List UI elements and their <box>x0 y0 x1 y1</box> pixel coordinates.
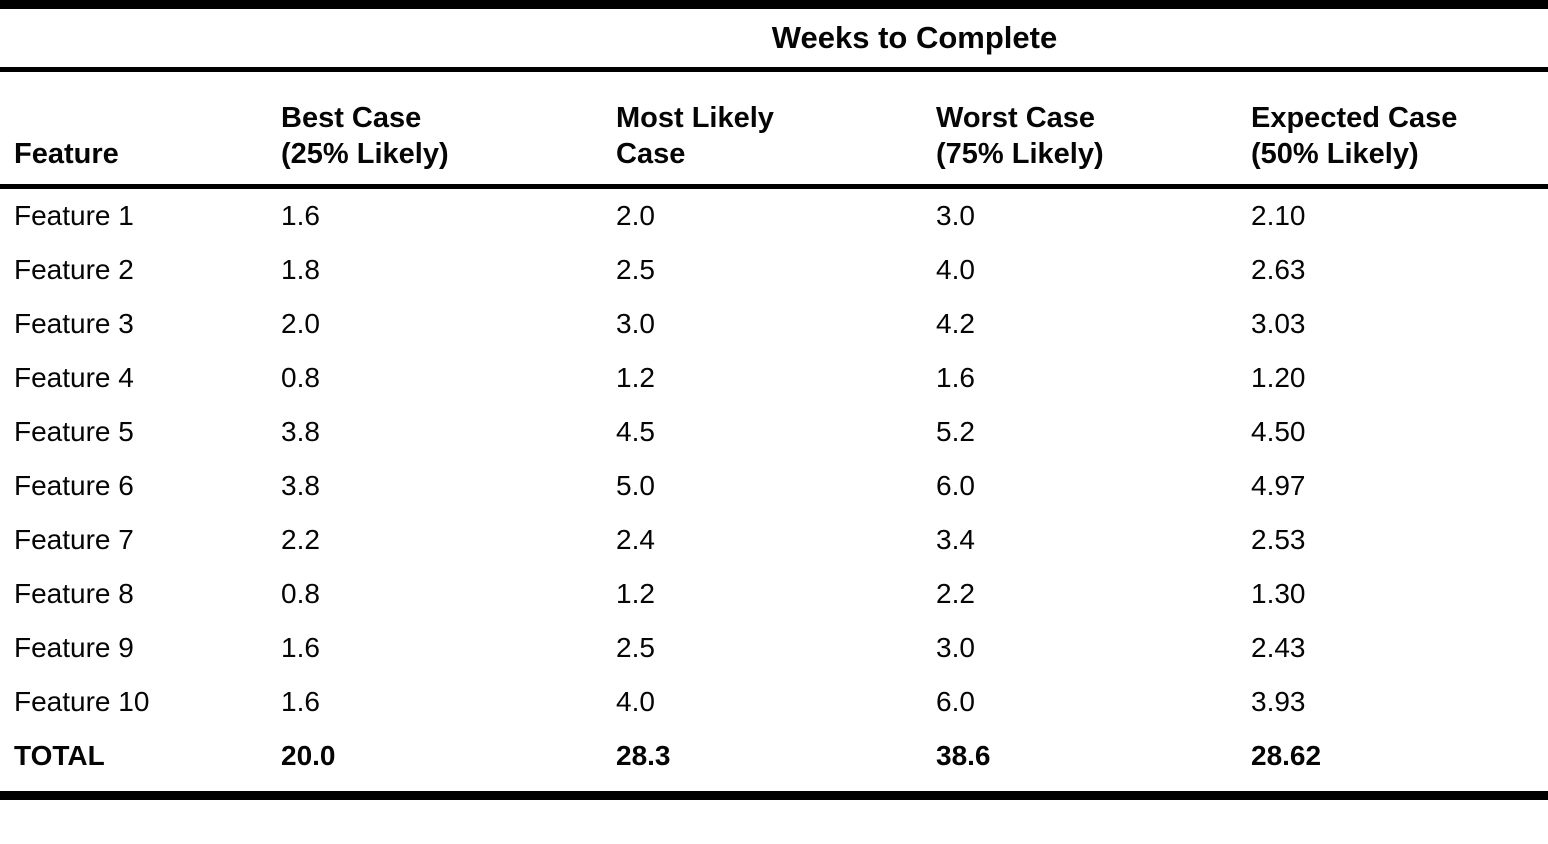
best-case-value: 1.6 <box>281 686 320 717</box>
column-header-most-likely: Most Likely Case <box>616 102 774 170</box>
column-header-best-case: Best Case (25% Likely) <box>281 102 449 170</box>
feature-name: Feature 6 <box>14 470 134 501</box>
column-header-worst-case: Worst Case (75% Likely) <box>936 102 1104 170</box>
feature-name: Feature 4 <box>14 362 134 393</box>
expected-case-value: 2.10 <box>1251 200 1306 231</box>
total-most-likely-value: 28.3 <box>616 740 671 771</box>
table-body: Feature 1 1.6 2.0 3.0 2.10 Feature 2 1.8… <box>0 189 1548 783</box>
worst-case-value: 3.4 <box>936 524 975 555</box>
feature-name: Feature 9 <box>14 632 134 663</box>
expected-case-value: 2.43 <box>1251 632 1306 663</box>
most-likely-case-value: 2.5 <box>616 632 655 663</box>
feature-name: Feature 1 <box>14 200 134 231</box>
header-divider-rule <box>0 184 1548 189</box>
top-rule <box>0 0 1548 9</box>
feature-name: Feature 7 <box>14 524 134 555</box>
worst-case-value: 4.2 <box>936 308 975 339</box>
table-total-row: TOTAL 20.0 28.3 38.6 28.62 <box>0 729 1548 783</box>
table-row: Feature 4 0.8 1.2 1.6 1.20 <box>0 351 1548 405</box>
most-likely-case-value: 1.2 <box>616 362 655 393</box>
column-header-feature: Feature <box>14 138 119 170</box>
total-worst-case-value: 38.6 <box>936 740 991 771</box>
most-likely-case-value: 3.0 <box>616 308 655 339</box>
expected-case-value: 2.53 <box>1251 524 1306 555</box>
table-header-row: Feature Best Case (25% Likely) Most Like… <box>0 72 1548 184</box>
table-row: Feature 8 0.8 1.2 2.2 1.30 <box>0 567 1548 621</box>
most-likely-case-value: 2.0 <box>616 200 655 231</box>
worst-case-value: 2.2 <box>936 578 975 609</box>
most-likely-case-value: 4.0 <box>616 686 655 717</box>
feature-name: Feature 2 <box>14 254 134 285</box>
table-title-row: Weeks to Complete <box>0 9 1548 67</box>
most-likely-case-value: 4.5 <box>616 416 655 447</box>
feature-name: Feature 10 <box>14 686 150 717</box>
table-row: Feature 7 2.2 2.4 3.4 2.53 <box>0 513 1548 567</box>
worst-case-value: 4.0 <box>936 254 975 285</box>
table-row: Feature 9 1.6 2.5 3.0 2.43 <box>0 621 1548 675</box>
feature-name: Feature 5 <box>14 416 134 447</box>
expected-case-value: 2.63 <box>1251 254 1306 285</box>
expected-case-value: 1.20 <box>1251 362 1306 393</box>
table-row: Feature 3 2.0 3.0 4.2 3.03 <box>0 297 1548 351</box>
worst-case-value: 3.0 <box>936 200 975 231</box>
most-likely-case-value: 2.5 <box>616 254 655 285</box>
table-row: Feature 1 1.6 2.0 3.0 2.10 <box>0 189 1548 243</box>
feature-name: Feature 8 <box>14 578 134 609</box>
expected-case-value: 4.50 <box>1251 416 1306 447</box>
best-case-value: 2.2 <box>281 524 320 555</box>
bottom-rule <box>0 791 1548 800</box>
worst-case-value: 6.0 <box>936 470 975 501</box>
best-case-value: 1.6 <box>281 632 320 663</box>
best-case-value: 3.8 <box>281 470 320 501</box>
expected-case-value: 4.97 <box>1251 470 1306 501</box>
total-expected-case-value: 28.62 <box>1251 740 1322 771</box>
title-divider-rule <box>0 67 1548 72</box>
best-case-value: 1.6 <box>281 200 320 231</box>
table-row: Feature 5 3.8 4.5 5.2 4.50 <box>0 405 1548 459</box>
best-case-value: 0.8 <box>281 578 320 609</box>
most-likely-case-value: 1.2 <box>616 578 655 609</box>
worst-case-value: 1.6 <box>936 362 975 393</box>
expected-case-value: 3.93 <box>1251 686 1306 717</box>
total-label: TOTAL <box>14 740 105 771</box>
table-title: Weeks to Complete <box>771 20 1058 55</box>
expected-case-value: 3.03 <box>1251 308 1306 339</box>
table-row: Feature 10 1.6 4.0 6.0 3.93 <box>0 675 1548 729</box>
worst-case-value: 6.0 <box>936 686 975 717</box>
best-case-value: 2.0 <box>281 308 320 339</box>
most-likely-case-value: 2.4 <box>616 524 655 555</box>
column-header-expected-case: Expected Case (50% Likely) <box>1251 102 1458 170</box>
worst-case-value: 5.2 <box>936 416 975 447</box>
expected-case-value: 1.30 <box>1251 578 1306 609</box>
worst-case-value: 3.0 <box>936 632 975 663</box>
best-case-value: 3.8 <box>281 416 320 447</box>
most-likely-case-value: 5.0 <box>616 470 655 501</box>
best-case-value: 1.8 <box>281 254 320 285</box>
best-case-value: 0.8 <box>281 362 320 393</box>
table-row: Feature 6 3.8 5.0 6.0 4.97 <box>0 459 1548 513</box>
feature-name: Feature 3 <box>14 308 134 339</box>
total-best-case-value: 20.0 <box>281 740 336 771</box>
table-row: Feature 2 1.8 2.5 4.0 2.63 <box>0 243 1548 297</box>
